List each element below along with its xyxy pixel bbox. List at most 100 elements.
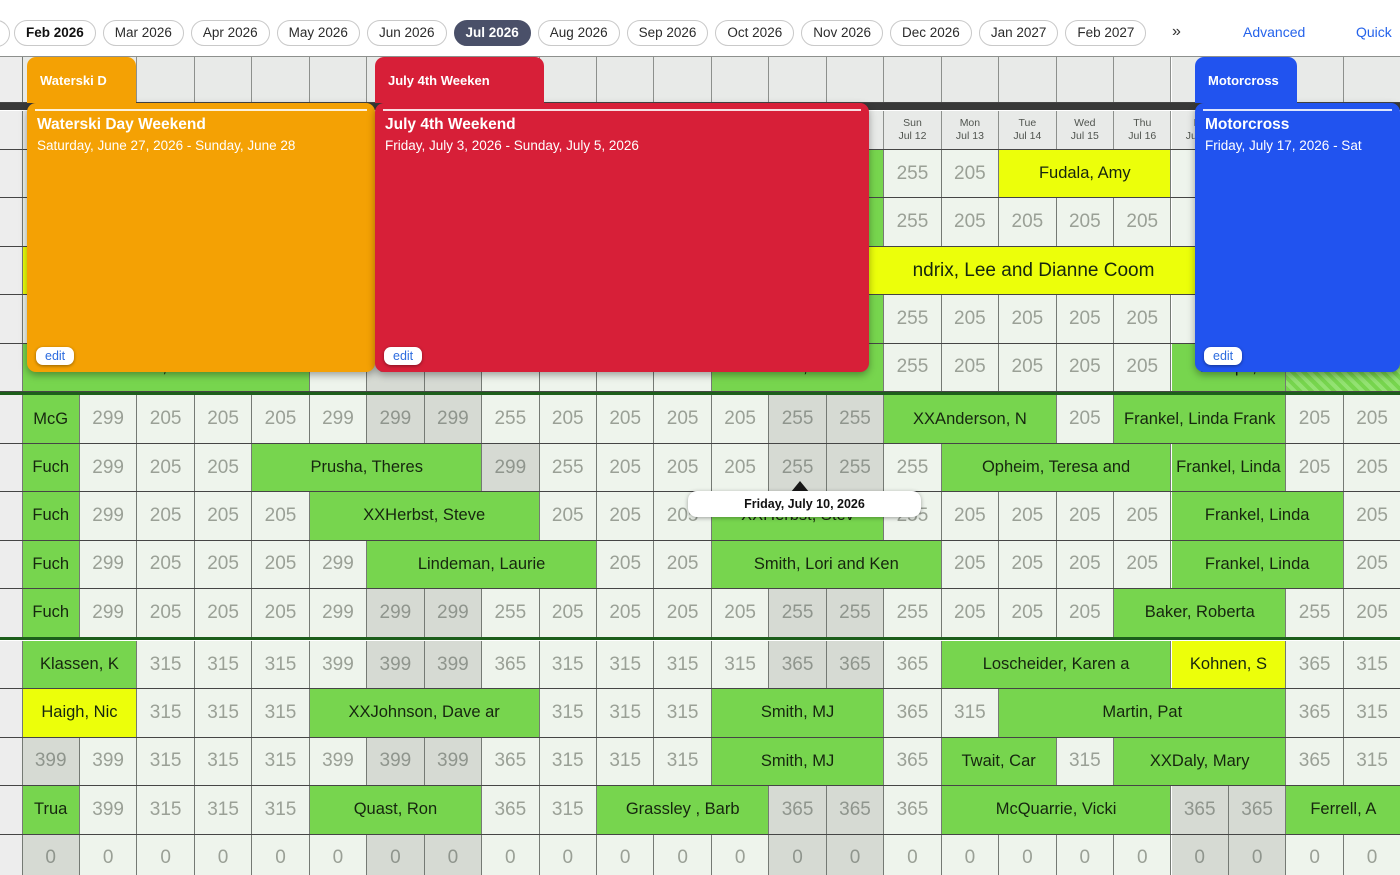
month-pill[interactable]: Aug 2026 <box>537 20 620 46</box>
price-cell[interactable]: 315 <box>252 689 310 737</box>
price-cell[interactable]: 299 <box>79 395 138 443</box>
price-cell[interactable]: 205 <box>654 589 712 637</box>
event-row-cell[interactable] <box>194 57 253 102</box>
price-cell[interactable]: 0 <box>367 834 425 875</box>
price-cell[interactable]: 315 <box>597 689 655 737</box>
price-cell[interactable]: 365 <box>1286 640 1344 689</box>
month-pill[interactable]: Sep 2026 <box>626 20 709 46</box>
price-cell[interactable]: 315 <box>539 640 597 689</box>
booking-cell[interactable]: Fuch <box>22 492 80 540</box>
price-cell[interactable]: 0 <box>79 834 138 875</box>
price-cell[interactable]: 399 <box>79 737 138 786</box>
price-cell[interactable]: 299 <box>79 589 138 637</box>
price-cell[interactable]: 315 <box>194 689 253 737</box>
price-cell[interactable]: 255 <box>884 343 942 392</box>
event-row-cell[interactable] <box>999 57 1057 102</box>
price-cell[interactable]: 205 <box>539 395 597 443</box>
price-cell[interactable]: 365 <box>826 640 885 689</box>
price-cell[interactable]: 205 <box>941 343 1000 392</box>
event-row-cell[interactable] <box>941 57 1000 102</box>
price-cell[interactable]: 205 <box>1056 395 1115 443</box>
price-cell[interactable]: 315 <box>654 689 712 737</box>
booking-cell[interactable]: Grassley , Barb <box>597 786 770 834</box>
price-cell[interactable]: 315 <box>1343 689 1400 737</box>
price-cell[interactable]: 205 <box>1114 295 1172 343</box>
price-cell[interactable]: 315 <box>654 640 712 689</box>
price-cell[interactable]: 0 <box>826 834 885 875</box>
price-cell[interactable]: 205 <box>194 395 253 443</box>
price-cell[interactable]: 399 <box>424 640 483 689</box>
booking-cell[interactable]: Fudala, Amy <box>999 150 1172 198</box>
price-cell[interactable]: 0 <box>884 834 942 875</box>
price-cell[interactable]: 399 <box>367 640 425 689</box>
price-cell[interactable]: 205 <box>941 589 1000 637</box>
price-cell[interactable]: 0 <box>252 834 310 875</box>
price-cell[interactable]: 365 <box>1286 737 1344 786</box>
price-cell[interactable]: 205 <box>1343 589 1400 637</box>
booking-cell[interactable]: McQuarrie, Vicki <box>941 786 1172 834</box>
price-cell[interactable]: 205 <box>1286 395 1344 443</box>
price-cell[interactable]: 205 <box>194 589 253 637</box>
price-cell[interactable]: 255 <box>884 443 942 492</box>
price-cell[interactable]: 205 <box>252 540 310 589</box>
price-cell[interactable]: 0 <box>482 834 540 875</box>
price-cell[interactable]: 315 <box>539 689 597 737</box>
event-edit-button[interactable]: edit <box>36 347 75 365</box>
booking-cell[interactable]: Frankel, Linda <box>1171 540 1344 589</box>
event-row-cell[interactable] <box>711 57 770 102</box>
price-cell[interactable]: 205 <box>539 492 597 540</box>
price-cell[interactable]: 205 <box>711 395 770 443</box>
booking-cell[interactable]: Trua <box>22 786 80 834</box>
booking-cell[interactable]: XXJohnson, Dave ar <box>309 689 540 737</box>
price-cell[interactable]: 255 <box>826 395 885 443</box>
price-cell[interactable]: 315 <box>194 737 253 786</box>
price-cell[interactable]: 0 <box>941 834 1000 875</box>
event-row-cell[interactable] <box>309 57 368 102</box>
price-cell[interactable]: 0 <box>597 834 655 875</box>
price-cell[interactable]: 315 <box>539 786 597 834</box>
price-cell[interactable]: 315 <box>539 737 597 786</box>
more-months-button[interactable]: » <box>1172 23 1181 40</box>
price-cell[interactable]: 205 <box>654 540 712 589</box>
price-cell[interactable]: 0 <box>424 834 483 875</box>
event-tab[interactable]: Waterski D <box>27 57 136 103</box>
price-cell[interactable]: 205 <box>711 443 770 492</box>
price-cell[interactable]: 205 <box>941 540 1000 589</box>
price-cell[interactable]: 399 <box>367 737 425 786</box>
booking-cell[interactable]: Prusha, Theres <box>252 443 483 492</box>
event-edit-button[interactable]: edit <box>1204 347 1243 365</box>
event-row-cell[interactable] <box>597 57 655 102</box>
booking-cell[interactable]: Ferrell, A <box>1286 786 1400 834</box>
month-pill[interactable]: Dec 2026 <box>890 20 972 46</box>
price-cell[interactable]: 315 <box>137 689 195 737</box>
price-cell[interactable]: 315 <box>252 786 310 834</box>
event-row-cell[interactable] <box>1343 57 1400 102</box>
price-cell[interactable]: 205 <box>137 443 195 492</box>
month-pill[interactable]: Feb 2027 <box>1065 20 1147 46</box>
price-cell[interactable]: 255 <box>1286 589 1344 637</box>
price-cell[interactable]: 255 <box>482 589 540 637</box>
price-cell[interactable]: 365 <box>482 737 540 786</box>
price-cell[interactable]: 399 <box>424 737 483 786</box>
price-cell[interactable]: 205 <box>654 395 712 443</box>
event-row-cell[interactable] <box>654 57 712 102</box>
price-cell[interactable]: 365 <box>826 786 885 834</box>
booking-cell[interactable]: XXAnderson, N <box>884 395 1057 443</box>
event-tab[interactable]: July 4th Weeken <box>375 57 544 103</box>
price-cell[interactable]: 255 <box>539 443 597 492</box>
month-pill[interactable]: Jul 2026 <box>453 20 531 46</box>
price-cell[interactable]: 205 <box>137 589 195 637</box>
price-cell[interactable]: 205 <box>1056 295 1115 343</box>
price-cell[interactable]: 365 <box>884 640 942 689</box>
price-cell[interactable]: 205 <box>1056 492 1115 540</box>
price-cell[interactable]: 205 <box>1114 198 1172 246</box>
price-cell[interactable]: 205 <box>597 540 655 589</box>
booking-cell[interactable]: XXDaly, Mary <box>1114 737 1287 786</box>
price-cell[interactable]: 205 <box>999 343 1057 392</box>
price-cell[interactable]: 299 <box>79 540 138 589</box>
price-cell[interactable]: 205 <box>1114 492 1172 540</box>
price-cell[interactable]: 315 <box>137 737 195 786</box>
price-cell[interactable]: 205 <box>137 395 195 443</box>
price-cell[interactable]: 205 <box>1056 540 1115 589</box>
price-cell[interactable]: 205 <box>252 395 310 443</box>
